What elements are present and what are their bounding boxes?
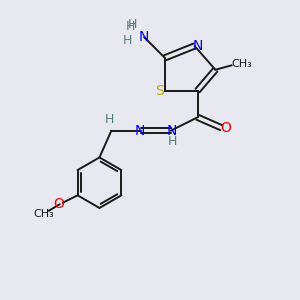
Text: H: H — [123, 34, 132, 46]
Text: N: N — [167, 124, 178, 138]
Text: H: H — [128, 18, 137, 31]
Text: O: O — [220, 121, 231, 135]
Text: N: N — [193, 39, 203, 53]
Text: H: H — [105, 113, 115, 126]
Text: CH₃: CH₃ — [232, 59, 253, 69]
Text: O: O — [53, 197, 64, 211]
Text: CH₃: CH₃ — [33, 209, 54, 219]
Text: H: H — [168, 136, 177, 148]
Text: S: S — [155, 84, 164, 98]
Text: N: N — [139, 30, 149, 44]
Text: N: N — [134, 124, 145, 138]
Text: H: H — [126, 20, 135, 33]
